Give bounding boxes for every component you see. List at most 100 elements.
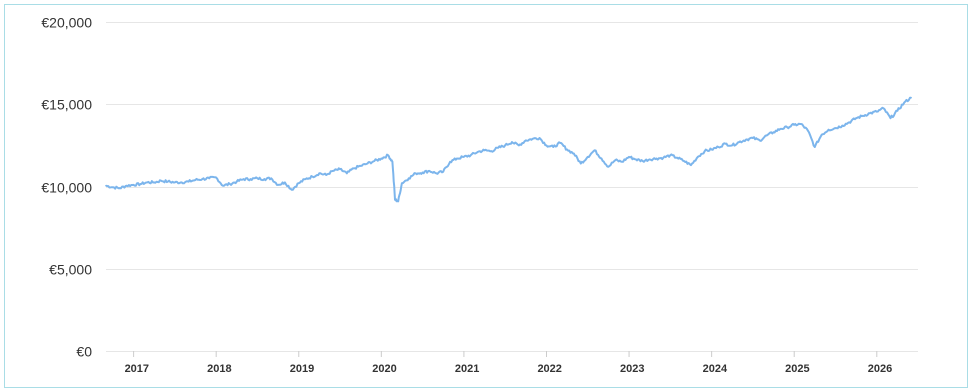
data-point (125, 184, 128, 187)
data-point (779, 128, 782, 130)
data-point (504, 144, 506, 147)
data-point (772, 131, 775, 134)
data-point (366, 162, 369, 165)
data-point (442, 170, 444, 173)
x-axis: 2017 2018 2019 2020 2021 2022 2023 2024 2025 2026 (125, 351, 892, 375)
y-tick-label: €20,000 (41, 15, 92, 31)
data-point (662, 156, 665, 159)
data-point (745, 138, 747, 141)
data-point (827, 128, 830, 131)
data-point (600, 157, 603, 160)
data-point (518, 144, 520, 147)
data-point (573, 152, 575, 155)
data-point (607, 165, 610, 168)
data-point (724, 142, 727, 145)
x-tick-label: 2019 (290, 363, 314, 375)
data-point (435, 172, 438, 175)
data-point (738, 141, 740, 143)
data-point (538, 137, 541, 139)
data-point (242, 178, 245, 180)
y-tick-label: €10,000 (41, 180, 92, 196)
data-point (132, 184, 135, 186)
data-point (304, 178, 307, 180)
data-point (862, 114, 864, 117)
data-point (586, 156, 589, 158)
data-point (731, 144, 734, 147)
chart-frame (4, 4, 968, 388)
data-point (352, 167, 355, 170)
data-point (621, 161, 623, 163)
data-point (511, 141, 513, 143)
data-point (490, 150, 493, 152)
data-point (476, 151, 479, 153)
data-point (614, 159, 617, 161)
x-tick-label: 2025 (785, 363, 809, 375)
y-tick-label: €0 (76, 344, 92, 360)
data-point (373, 160, 376, 162)
data-point (820, 133, 823, 136)
data-point (387, 154, 389, 157)
data-point (153, 181, 155, 184)
data-point (235, 180, 238, 183)
data-point (263, 178, 266, 180)
data-point (391, 161, 394, 163)
data-point (875, 110, 878, 113)
data-point (359, 165, 362, 167)
data-point (896, 110, 899, 112)
data-point (270, 177, 272, 180)
x-tick-label: 2026 (868, 363, 892, 375)
data-point (690, 164, 692, 166)
data-point (463, 156, 465, 158)
x-tick-label: 2021 (455, 363, 479, 375)
data-point (318, 172, 321, 175)
data-point (703, 150, 706, 152)
data-point (194, 179, 197, 181)
x-tick-label: 2024 (703, 363, 728, 375)
data-point (889, 117, 892, 120)
data-point (834, 127, 837, 129)
data-point (215, 176, 217, 179)
data-point (696, 156, 699, 158)
data-point (414, 172, 417, 175)
data-point (332, 170, 334, 172)
data-point (676, 156, 678, 159)
x-tick-label: 2017 (125, 363, 149, 375)
data-point (717, 146, 720, 148)
y-tick-label: €5,000 (49, 262, 92, 278)
data-point (497, 147, 500, 149)
data-point (524, 139, 527, 142)
data-point (167, 180, 169, 183)
data-point (325, 174, 328, 176)
data-point (531, 137, 534, 140)
data-point (483, 149, 486, 152)
data-point (903, 101, 906, 104)
x-tick-label: 2018 (207, 363, 231, 375)
data-point (580, 162, 582, 165)
data-point (187, 180, 190, 183)
data-point (641, 160, 644, 162)
data-point (160, 179, 162, 182)
data-point (201, 178, 204, 180)
data-point (648, 158, 651, 161)
data-point (552, 146, 555, 148)
data-point (710, 148, 713, 151)
series-layer (105, 96, 912, 203)
data-point (208, 177, 211, 180)
data-point (669, 154, 672, 157)
data-point (407, 177, 410, 180)
data-point (786, 126, 789, 129)
data-point (397, 200, 399, 203)
data-point (855, 117, 857, 120)
data-point (277, 184, 279, 186)
data-point (297, 182, 300, 185)
data-point (758, 139, 761, 142)
data-point (848, 121, 850, 124)
data-point (813, 146, 816, 148)
data-point (428, 170, 431, 172)
data-point (765, 134, 768, 137)
y-tick-label: €15,000 (41, 97, 92, 113)
data-point (421, 171, 424, 174)
x-tick-label: 2022 (537, 363, 561, 375)
data-point (545, 144, 548, 147)
